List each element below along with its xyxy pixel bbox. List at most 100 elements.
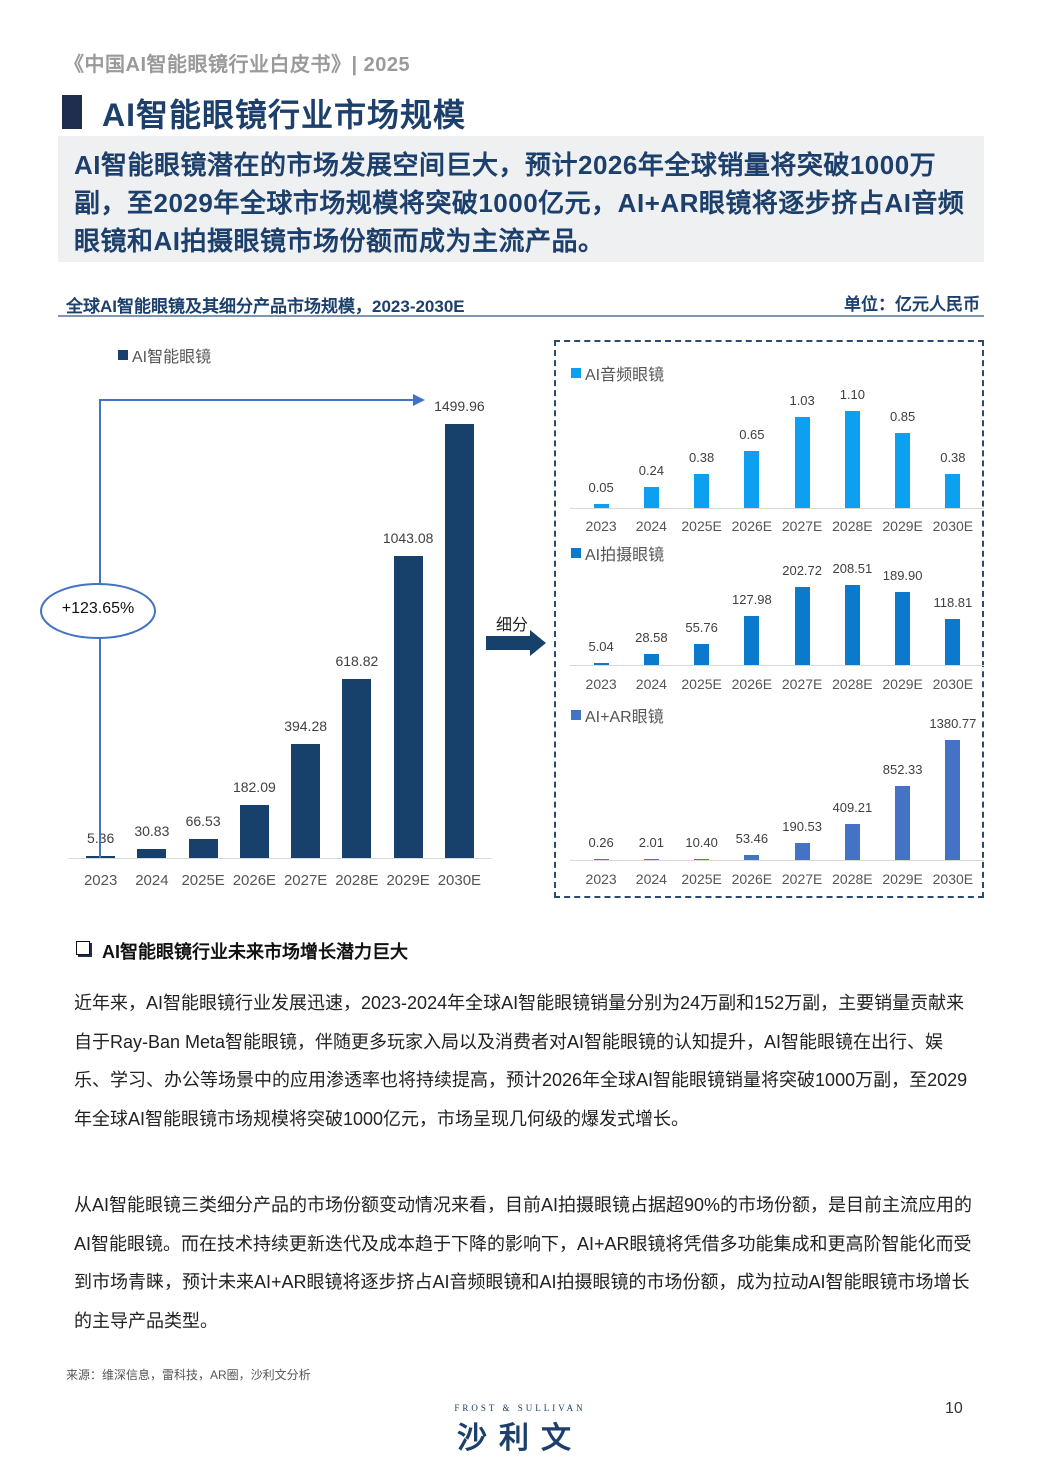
bar-value-label: 190.53: [782, 819, 822, 835]
chart-unit: 单位：亿元人民币: [844, 295, 980, 314]
bar-value-label: 208.51: [832, 561, 873, 576]
title-accent-bar: [62, 95, 82, 129]
x-axis-tick-label: 2024: [635, 676, 667, 692]
x-axis-tick-label: 2025E: [681, 871, 722, 887]
bar-value-label: 30.83: [134, 823, 170, 840]
bar-value-label: 202.72: [782, 563, 822, 579]
bar: [643, 486, 659, 508]
bar: [393, 556, 423, 858]
legend-label: AI音频眼镜: [585, 367, 665, 384]
x-axis-tick-label: 2028E: [335, 872, 379, 889]
bar: [945, 474, 961, 508]
cagr-label: +123.65%: [61, 600, 135, 617]
bar-value-label: 0.38: [688, 450, 715, 466]
bar-value-label: 0.05: [588, 479, 614, 495]
x-axis-tick-label: 2029E: [882, 871, 923, 887]
bar-value-label: 0.85: [889, 409, 916, 425]
x-axis-tick-label: 2025E: [181, 872, 225, 889]
bar: [794, 587, 810, 665]
bar: [643, 859, 659, 860]
bar: [744, 615, 760, 665]
legend-label: AI+AR眼镜: [585, 709, 664, 726]
ar-chart-legend: AI+AR眼镜: [571, 703, 664, 727]
bar-value-label: 189.90: [882, 568, 923, 584]
bar-value-label: 127.98: [731, 591, 772, 607]
legend-swatch-icon: [571, 710, 581, 720]
bar-value-label: 66.53: [185, 812, 221, 829]
x-axis-tick-label: 2030E: [932, 676, 974, 692]
x-axis-tick-label: 2026E: [731, 676, 773, 692]
x-axis-line: [69, 858, 491, 859]
bar: [895, 433, 911, 508]
bar-value-label: 409.21: [832, 800, 873, 816]
x-axis-line: [570, 665, 984, 666]
legend-swatch-icon: [571, 368, 581, 378]
bar: [444, 424, 474, 858]
x-axis-tick-label: 2028E: [832, 676, 873, 692]
bar-value-label: 1380.77: [929, 716, 977, 731]
x-axis-tick-label: 2027E: [781, 871, 823, 887]
bar-value-label: 394.28: [284, 717, 328, 734]
bar: [844, 411, 860, 508]
section-heading: AI智能眼镜行业未来市场增长潜力巨大: [102, 942, 408, 962]
page-title: AI智能眼镜行业市场规模: [102, 97, 467, 133]
bar: [342, 678, 372, 858]
page-number: 10: [945, 1400, 963, 1417]
bar: [844, 585, 860, 665]
bar-value-label: 55.76: [685, 619, 718, 635]
bar: [945, 740, 961, 860]
bar-value-label: 0.26: [588, 835, 614, 850]
bar: [694, 474, 710, 508]
bar: [945, 619, 961, 665]
bar: [593, 663, 609, 665]
legend-swatch-icon: [571, 548, 581, 558]
bar-value-label: 10.40: [685, 835, 718, 850]
bar-value-label: 0.38: [940, 450, 966, 466]
x-axis-tick-label: 2028E: [832, 518, 873, 534]
bar: [744, 450, 760, 508]
source-note: 来源：维深信息，雷科技，AR圈，沙利文分析: [66, 1368, 311, 1382]
x-axis-tick-label: 2023: [83, 872, 118, 889]
bar-value-label: 0.65: [739, 426, 765, 442]
bar: [794, 843, 810, 860]
x-axis-tick-label: 2028E: [832, 871, 873, 887]
bar-value-label: 182.09: [232, 779, 276, 796]
x-axis-tick-label: 2025E: [681, 676, 722, 692]
bar-value-label: 28.58: [635, 630, 668, 646]
bar: [895, 592, 911, 665]
bar: [239, 805, 269, 858]
x-axis-tick-label: 2030E: [437, 872, 482, 889]
bar-value-label: 5.04: [588, 639, 614, 655]
camera-glasses-chart: 5.04 2023 28.58 2024 55.76 2025E 127.98 2026E 20…: [570, 561, 984, 692]
brand-logo-cn: 沙利文: [457, 1422, 583, 1455]
bar: [188, 838, 218, 858]
x-axis-tick-label: 2024: [635, 871, 667, 887]
x-axis-tick-label: 2023: [585, 871, 617, 887]
bar: [844, 824, 860, 860]
x-axis-line: [570, 508, 984, 509]
bar: [643, 654, 659, 665]
bar: [593, 859, 609, 860]
split-label: 细分: [496, 617, 529, 634]
segment-charts-box: [554, 340, 984, 898]
bar: [694, 859, 710, 860]
x-axis-tick-label: 2024: [635, 518, 667, 534]
x-axis-tick-label: 2027E: [781, 676, 823, 692]
audio-chart-legend: AI音频眼镜: [571, 361, 664, 385]
bar: [694, 643, 710, 665]
x-axis-tick-label: 2029E: [882, 518, 923, 534]
legend-label: AI智能眼镜: [132, 349, 212, 366]
x-axis-tick-label: 2026E: [232, 872, 277, 889]
bar-value-label: 0.24: [638, 462, 665, 478]
x-axis-tick-label: 2025E: [681, 518, 722, 534]
chart-title: 全球AI智能眼镜及其细分产品市场规模，2023-2030E: [66, 297, 465, 316]
x-axis-tick-label: 2026E: [731, 518, 773, 534]
paragraph-2: 从AI智能眼镜三类细分产品的市场份额变动情况来看，目前AI拍摄眼镜占据超90%的…: [74, 1195, 973, 1331]
bar-value-label: 2.01: [638, 835, 665, 850]
cagr-arrow-icon: [40, 394, 425, 858]
bar: [291, 743, 321, 858]
legend-swatch-icon: [118, 350, 128, 360]
bar-value-label: 852.33: [882, 761, 923, 777]
ar-glasses-chart: 0.26 2023 2.01 2024 10.40 2025E 53.46 2026E 190.…: [570, 716, 984, 887]
x-axis-tick-label: 2023: [585, 676, 617, 692]
